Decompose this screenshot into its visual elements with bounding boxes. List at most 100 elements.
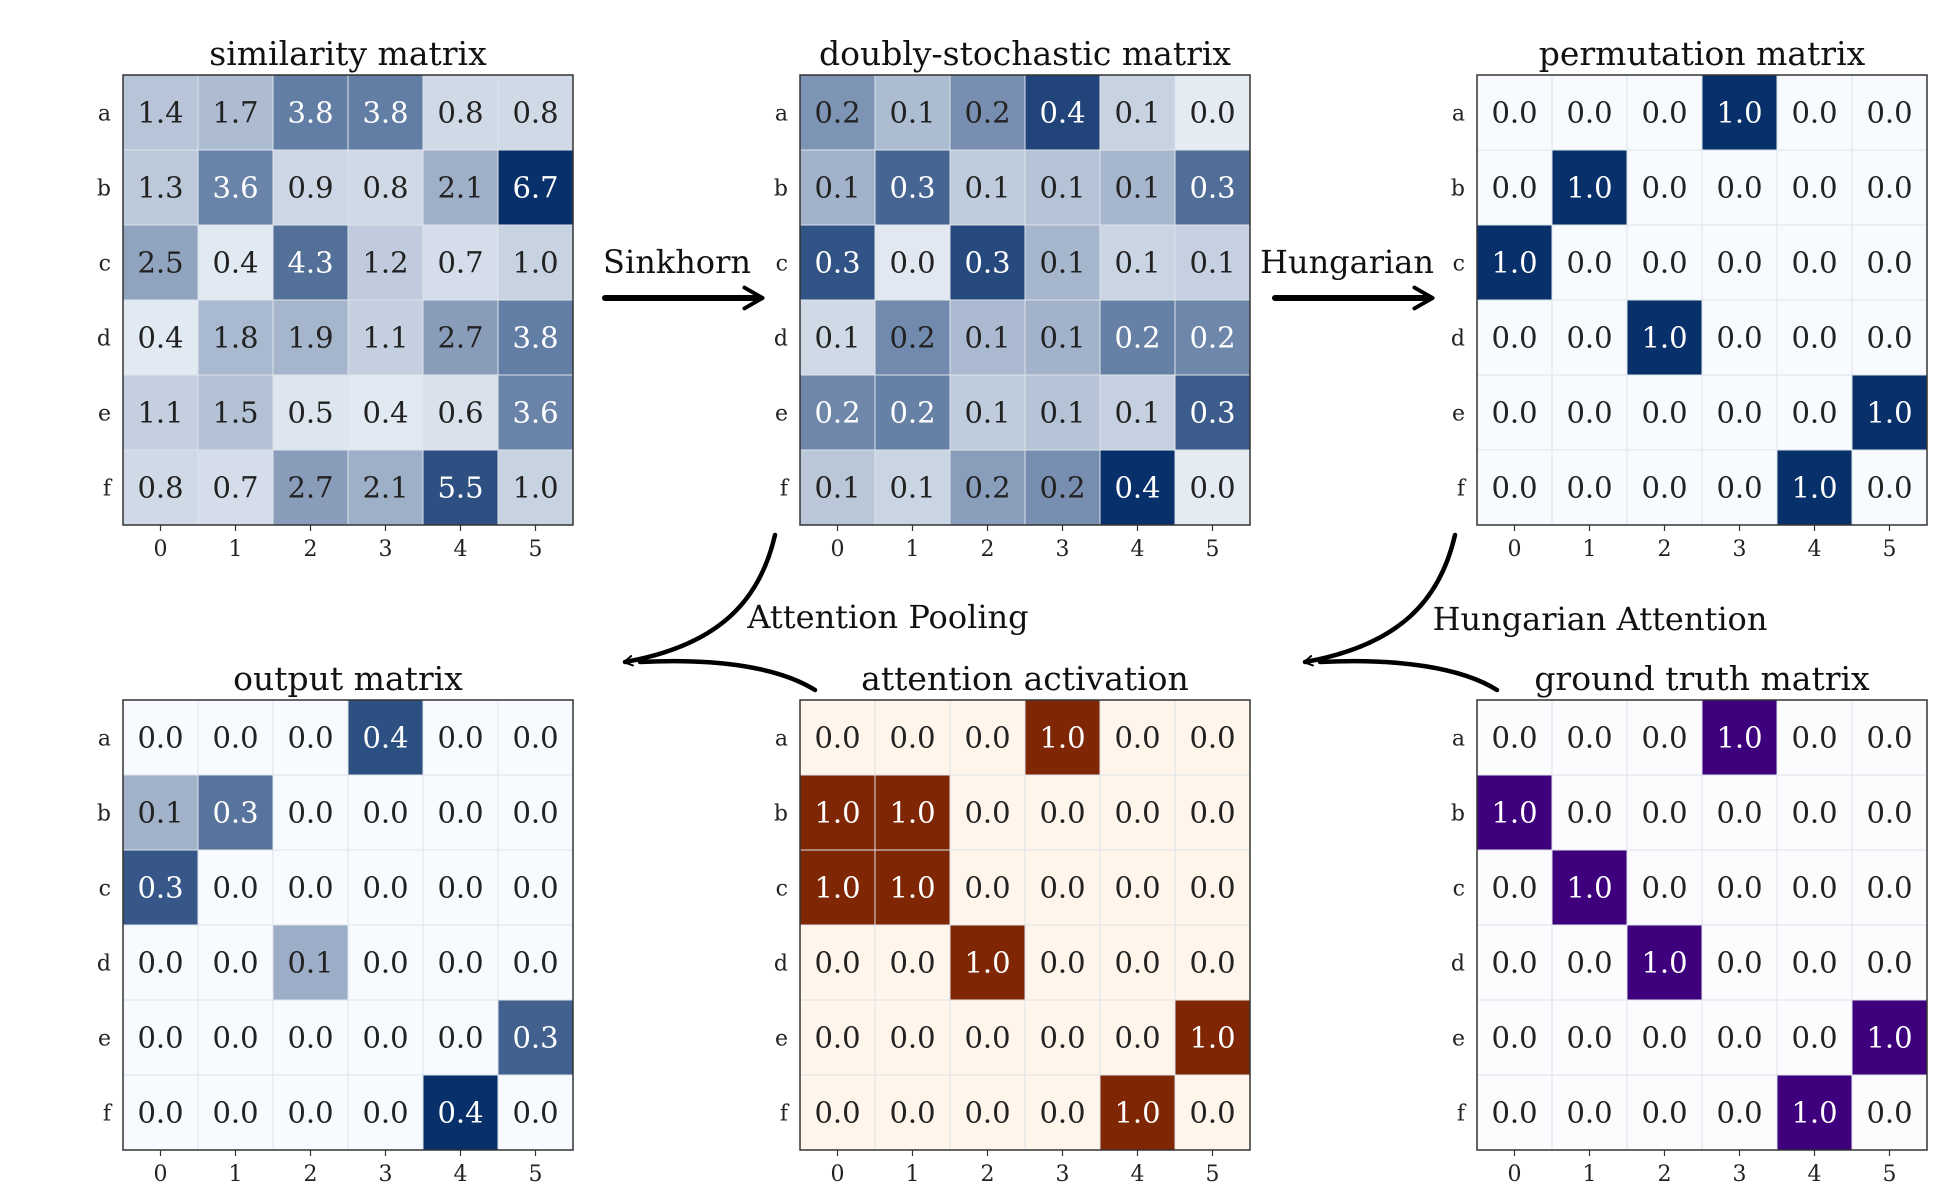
output-matrix-cell (197, 774, 274, 851)
permutation-matrix-cell-value: 0.0 (1566, 471, 1612, 505)
output-matrix-cell (347, 924, 424, 1001)
attention-activation-cell-value: 0.0 (1039, 796, 1085, 830)
doubly-stochastic-matrix-cell-value: 0.3 (889, 171, 935, 205)
col-label: 0 (1508, 1162, 1522, 1187)
col-label: 2 (1658, 1162, 1672, 1187)
similarity-matrix-cell-value: 1.2 (362, 246, 408, 280)
doubly-stochastic-matrix-cell (1174, 74, 1251, 151)
doubly-stochastic-matrix-cell (799, 149, 876, 226)
attention-activation-cell-value: 0.0 (889, 721, 935, 755)
output-matrix-cell-value: 0.0 (512, 721, 558, 755)
hungarian-label: Hungarian (1260, 243, 1434, 281)
attention-activation-cell-value: 1.0 (814, 871, 860, 905)
ground-truth-matrix-cell-value: 0.0 (1641, 1096, 1687, 1130)
doubly-stochastic-matrix-cell (1174, 224, 1251, 301)
col-label: 5 (1883, 1162, 1897, 1187)
doubly-stochastic-matrix-cell-value: 0.1 (889, 471, 935, 505)
ground-truth-matrix-cell (1626, 999, 1703, 1076)
ground-truth-matrix-cell (1476, 849, 1553, 926)
attention-activation-cell-value: 0.0 (964, 1096, 1010, 1130)
output-matrix-cell-value: 0.0 (437, 871, 483, 905)
permutation-matrix-cell (1851, 149, 1928, 226)
row-label: f (780, 1102, 790, 1127)
ground-truth-matrix-panel: ground truth matrix 0.0 0.0 0.0 1.0 0.0 0.0 1.0… (1451, 659, 1928, 1187)
permutation-matrix-cell-value: 0.0 (1716, 246, 1762, 280)
similarity-matrix-cell (422, 449, 499, 526)
permutation-matrix-cell-value: 0.0 (1491, 96, 1537, 130)
output-matrix-cell-value: 0.1 (137, 796, 183, 830)
output-matrix-cell (347, 1074, 424, 1151)
col-label: 3 (1056, 1162, 1070, 1187)
ground-truth-matrix-cell-value: 0.0 (1566, 796, 1612, 830)
row-label: c (1453, 877, 1465, 902)
similarity-matrix-cell-value: 2.7 (437, 321, 483, 355)
ground-truth-matrix-cell-value: 1.0 (1716, 721, 1762, 755)
similarity-matrix-cell (122, 224, 199, 301)
doubly-stochastic-matrix-cell-value: 0.1 (1114, 396, 1160, 430)
attention-activation-cell (949, 849, 1026, 926)
ground-truth-matrix-cell (1701, 924, 1778, 1001)
doubly-stochastic-matrix-cell (1174, 449, 1251, 526)
output-matrix-cell-value: 0.0 (362, 946, 408, 980)
similarity-matrix-cell (197, 74, 274, 151)
doubly-stochastic-matrix-cell (874, 74, 951, 151)
row-label: b (97, 177, 111, 202)
doubly-stochastic-matrix-cell (874, 449, 951, 526)
row-label: e (775, 1027, 788, 1052)
row-label: f (103, 477, 113, 502)
permutation-matrix-cell-value: 1.0 (1866, 396, 1912, 430)
ground-truth-matrix-cell (1551, 999, 1628, 1076)
col-label: 1 (906, 537, 920, 562)
doubly-stochastic-matrix-cell-value: 0.1 (1189, 246, 1235, 280)
similarity-matrix-cell-value: 0.8 (137, 471, 183, 505)
ground-truth-matrix-cell-value: 0.0 (1716, 946, 1762, 980)
doubly-stochastic-matrix-cell-value: 0.1 (814, 321, 860, 355)
doubly-stochastic-matrix-cell-value: 0.2 (814, 96, 860, 130)
similarity-matrix-cell-value: 3.6 (512, 396, 558, 430)
attention-activation-cell-value: 0.0 (814, 721, 860, 755)
doubly-stochastic-matrix-cell-value: 0.1 (1039, 246, 1085, 280)
attention-pooling-label: Attention Pooling (746, 598, 1028, 636)
permutation-matrix-cell (1701, 374, 1778, 451)
doubly-stochastic-matrix-cell-value: 0.1 (1039, 321, 1085, 355)
doubly-stochastic-matrix-cell (799, 449, 876, 526)
doubly-stochastic-matrix-cell-value: 0.1 (964, 321, 1010, 355)
doubly-stochastic-matrix-cell-value: 0.3 (814, 246, 860, 280)
output-matrix-cell (272, 1074, 349, 1151)
attention-activation-cell (799, 699, 876, 776)
col-label: 5 (529, 1162, 543, 1187)
output-matrix-cell-value: 0.0 (212, 946, 258, 980)
attention-activation-cell-value: 0.0 (964, 1021, 1010, 1055)
attention-activation-cell-value: 0.0 (1114, 946, 1160, 980)
doubly-stochastic-matrix-cell (799, 299, 876, 376)
row-label: d (1451, 327, 1465, 352)
attention-activation-cell-value: 0.0 (889, 946, 935, 980)
output-matrix-cell-value: 0.3 (512, 1021, 558, 1055)
permutation-matrix-cell (1776, 299, 1853, 376)
row-label: d (97, 327, 111, 352)
attention-activation-cell (1024, 924, 1101, 1001)
hungarian-attention-label: Hungarian Attention (1433, 600, 1768, 638)
attention-activation-cell (874, 1074, 951, 1151)
output-matrix-cell (497, 999, 574, 1076)
output-matrix-cell-value: 0.0 (287, 1021, 333, 1055)
attention-activation-cell (874, 999, 951, 1076)
similarity-matrix-cell (272, 374, 349, 451)
output-matrix-cell (272, 924, 349, 1001)
permutation-matrix-cell (1551, 224, 1628, 301)
permutation-matrix-cell-value: 0.0 (1791, 246, 1837, 280)
attention-activation-cell-value: 0.0 (1114, 721, 1160, 755)
attention-activation-cell-value: 0.0 (964, 721, 1010, 755)
similarity-matrix-cell (422, 224, 499, 301)
output-matrix-cell (272, 699, 349, 776)
doubly-stochastic-matrix-cell (799, 374, 876, 451)
attention-activation-cell (949, 774, 1026, 851)
similarity-matrix-cell-value: 6.7 (512, 171, 558, 205)
permutation-matrix-cell-value: 0.0 (1866, 171, 1912, 205)
output-matrix-frame (122, 699, 574, 1151)
similarity-matrix-cell-value: 3.8 (512, 321, 558, 355)
row-label: d (1451, 952, 1465, 977)
attention-activation-cell-value: 0.0 (814, 946, 860, 980)
ground-truth-matrix-cell-value: 0.0 (1716, 1096, 1762, 1130)
row-label: f (1457, 477, 1467, 502)
